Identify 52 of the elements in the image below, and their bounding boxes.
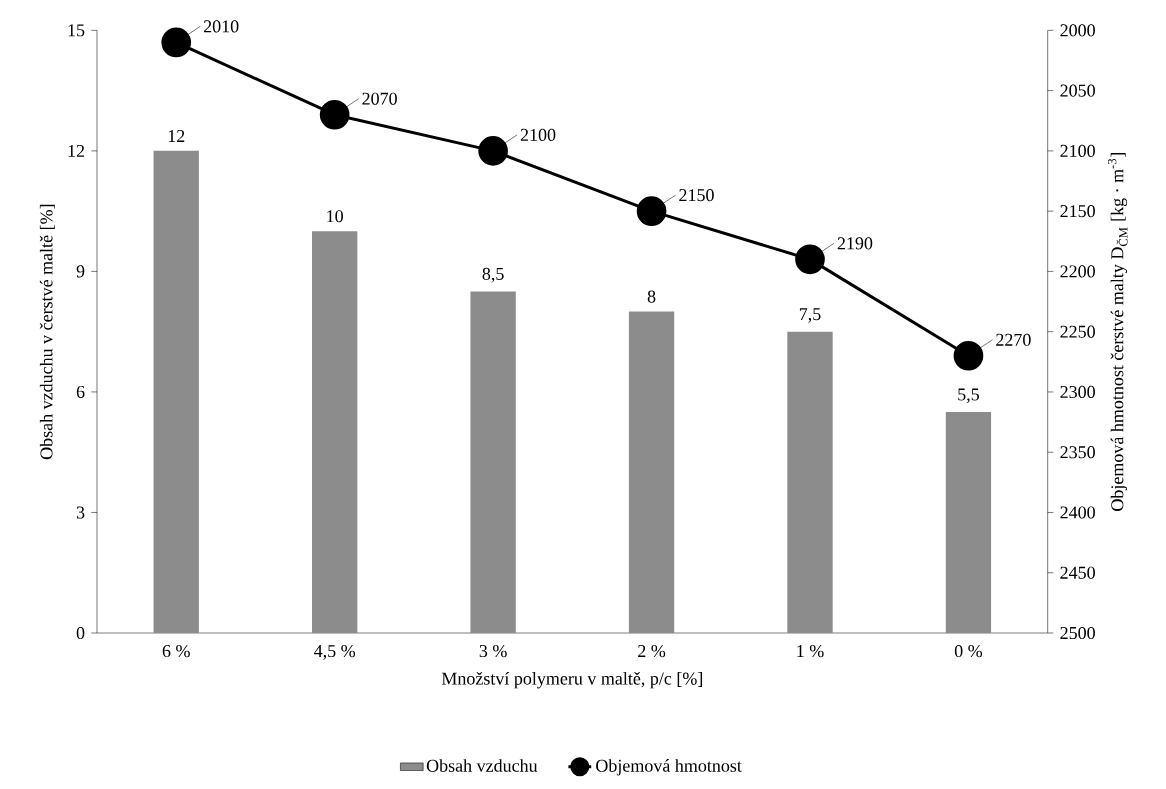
legend-label: Obsah vzduchu [426,759,538,772]
data-label: 2270 [996,333,1031,346]
point [953,340,984,371]
y-tick-label: 3 [76,506,85,519]
bar [153,150,199,633]
point [161,27,192,58]
bar [312,231,358,633]
y2-tick-label: 2300 [1060,385,1095,398]
y2-tick-label: 2400 [1060,506,1095,519]
y2-tick-label: 2250 [1060,325,1095,338]
y2-tick-label: 2150 [1060,205,1095,218]
data-label: 2010 [203,20,239,33]
data-label: 8 [647,290,656,303]
x-tick-label: 4,5 % [314,644,356,660]
data-label: 10 [327,210,343,223]
y2-tick-label: 2200 [1060,265,1095,278]
y2-axis-title: Objemová hmotnost čerstvé malty D$_{ČM}$ [kg · m$^{-3}$] [1107,153,1128,511]
y-axis-title: Obsah vzduchu v čerstvé maltě [%] [39,204,55,460]
point [319,99,350,130]
y2-tick-label: 2100 [1060,144,1095,157]
bar [787,331,833,633]
data-label: 5,5 [958,388,979,404]
y-tick-label: 15 [68,24,85,37]
bar [470,291,516,633]
x-tick-label: 3 % [479,644,507,658]
y2-tick-label: 2450 [1060,566,1095,579]
point [795,244,825,275]
x-tick-label: 6 % [162,644,190,658]
x-tick-label: 1 % [797,644,824,658]
data-label: 2190 [837,237,873,250]
y2-tick-label: 2350 [1060,446,1095,459]
data-label: 12 [168,130,185,142]
y2-tick-label: 2000 [1060,24,1095,37]
y-tick-label: 12 [68,144,85,157]
data-label: 2150 [679,189,714,202]
y-tick-label: 0 [76,626,85,640]
y2-tick-label: 2050 [1060,84,1095,97]
data-label: 2070 [362,92,397,105]
y-tick-label: 9 [76,265,85,278]
y-tick-label: 6 [76,385,85,398]
data-label: 8,5 [482,267,504,283]
x-tick-label: 0 % [954,644,983,658]
bar [628,311,675,633]
point [636,196,667,226]
y2-tick-label: 2500 [1060,626,1095,640]
legend-label: Objemová hmotnost [596,759,742,776]
data-label: 7,5 [799,308,821,323]
data-label: 2100 [520,128,556,141]
x-axis-title: Množství polymeru v maltě, p/c [%] [441,671,703,689]
bar [945,412,992,633]
point [478,136,508,166]
x-tick-label: 2 % [638,644,666,658]
